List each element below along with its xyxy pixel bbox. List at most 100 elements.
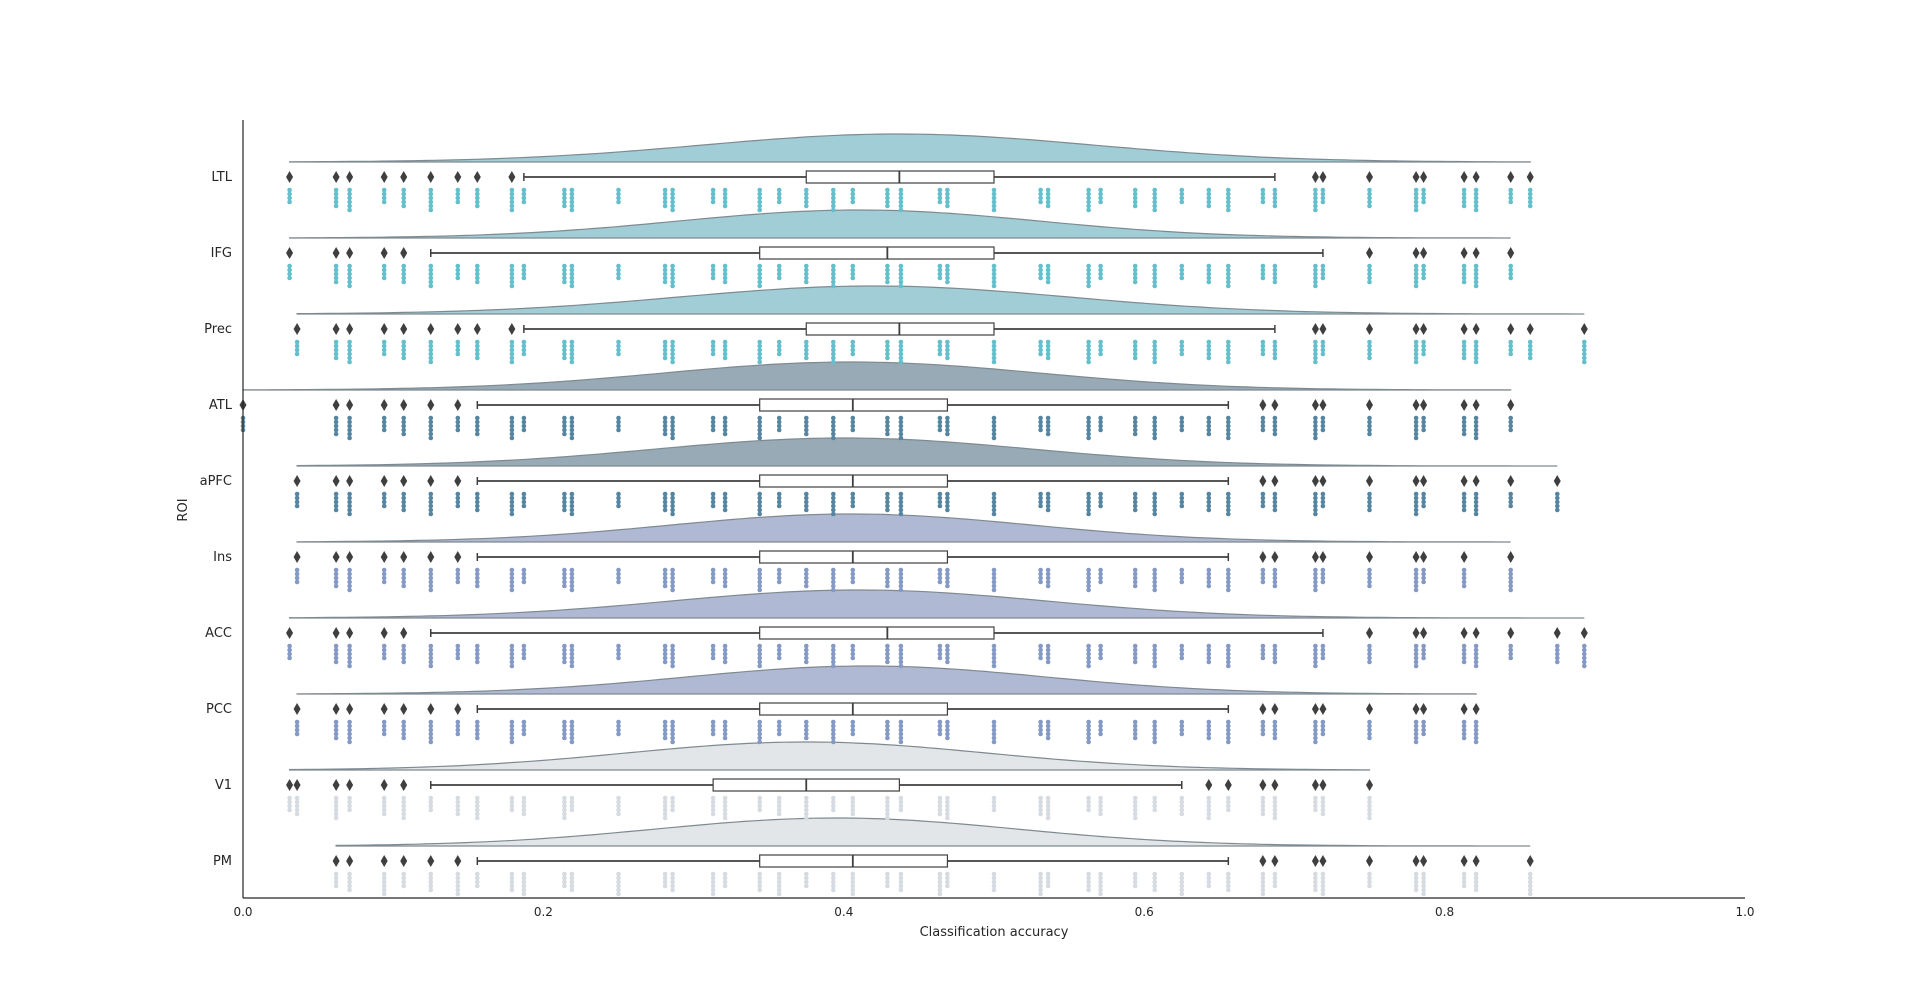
rain-point-ins: [1206, 583, 1212, 589]
rain-point-atl: [776, 427, 782, 433]
rain-point-apfc: [562, 491, 567, 497]
rain-point-acc: [1226, 659, 1231, 665]
y-axis-label: ROI: [176, 498, 191, 521]
rain-point-acc: [937, 643, 943, 649]
rain-point-ifg: [1226, 267, 1231, 273]
rain-point-pcc: [1179, 727, 1185, 733]
rain-point-prec: [1367, 347, 1372, 353]
rain-point-v1: [401, 803, 407, 809]
rain-point-apfc: [1206, 503, 1212, 509]
rain-point-pm: [1179, 871, 1185, 877]
rain-point-pcc: [1413, 723, 1419, 729]
rain-point-apfc: [1132, 495, 1138, 501]
rain-point-ltl: [1260, 191, 1266, 197]
rain-point-ins: [562, 583, 567, 589]
rain-point-v1: [569, 799, 575, 805]
rain-point-prec: [885, 351, 890, 357]
rain-point-ins: [1272, 571, 1278, 577]
rain-point-ifg: [776, 275, 782, 281]
rain-point-atl: [333, 419, 339, 425]
rain-point-v1: [722, 799, 728, 805]
rain-point-prec: [991, 343, 997, 349]
rain-point-pcc: [757, 739, 762, 745]
rain-point-ins: [1179, 567, 1185, 573]
rain-point-apfc: [294, 499, 300, 505]
rain-point-prec: [569, 339, 575, 345]
rain-point-acc: [1132, 647, 1138, 653]
rain-point-ins: [804, 575, 809, 581]
rain-point-acc: [1038, 647, 1043, 653]
rain-point-ltl: [521, 187, 527, 193]
rain-point-pcc: [1413, 731, 1419, 737]
rain-point-pm: [401, 871, 407, 877]
rain-point-ins: [1272, 567, 1278, 573]
rain-point-pcc: [991, 723, 997, 729]
rain-point-pm: [1206, 879, 1212, 885]
rain-point-prec: [1413, 351, 1419, 357]
rain-point-ifg: [562, 271, 567, 277]
rain-point-ifg: [1272, 279, 1278, 285]
rain-point-prec: [428, 351, 434, 357]
rain-point-ltl: [885, 199, 890, 205]
rain-point-acc: [1179, 643, 1185, 649]
rain-point-prec: [722, 351, 728, 357]
rain-point-ifg: [850, 275, 856, 281]
rain-point-prec: [885, 339, 890, 345]
rain-point-prec: [1508, 343, 1513, 349]
rain-point-ifg: [945, 271, 950, 277]
rain-point-ifg: [1152, 263, 1157, 269]
rain-point-atl: [347, 419, 352, 425]
rain-point-pm: [898, 883, 904, 889]
rain-point-prec: [1045, 351, 1051, 357]
rain-point-ifg: [475, 275, 480, 281]
rain-point-acc: [898, 643, 904, 649]
outlier-ifg: [332, 247, 340, 259]
rain-point-atl: [509, 419, 515, 425]
rain-point-prec: [1313, 351, 1318, 357]
rain-point-ins: [428, 587, 434, 593]
rain-point-ifg: [885, 279, 890, 285]
outlier-ltl: [454, 171, 462, 183]
rain-point-ifg: [1313, 271, 1318, 277]
rain-point-ins: [333, 571, 339, 577]
rain-point-acc: [333, 651, 339, 657]
rain-point-ins: [1413, 587, 1419, 593]
rain-point-prec: [381, 347, 387, 353]
rain-point-ltl: [1098, 195, 1103, 201]
rain-point-ins: [475, 575, 480, 581]
rain-point-apfc: [1508, 503, 1513, 509]
rain-point-apfc: [1045, 499, 1051, 505]
rain-point-ins: [1320, 571, 1326, 577]
rain-point-ins: [662, 583, 668, 589]
rain-point-ins: [1421, 579, 1426, 585]
rain-point-ifg: [991, 275, 997, 281]
rain-point-v1: [455, 803, 461, 809]
rain-point-atl: [885, 427, 890, 433]
rain-point-prec: [1367, 339, 1372, 345]
rain-point-pm: [569, 875, 575, 881]
rain-point-pcc: [381, 719, 387, 725]
rain-point-ifg: [1413, 271, 1419, 277]
rain-point-acc: [1226, 651, 1231, 657]
rain-point-ltl: [831, 187, 836, 193]
rain-point-ltl: [1367, 203, 1372, 209]
rain-point-prec: [521, 339, 527, 345]
rain-point-ltl: [945, 191, 950, 197]
rain-point-pm: [1272, 879, 1278, 885]
rain-point-ltl: [569, 195, 575, 201]
rain-point-ltl: [475, 187, 480, 193]
rain-point-ins: [1132, 575, 1138, 581]
rain-point-ifg: [616, 263, 621, 269]
rain-point-apfc: [1272, 499, 1278, 505]
rain-point-atl: [1367, 431, 1372, 437]
rain-point-ins: [670, 579, 675, 585]
rain-point-v1: [991, 799, 997, 805]
rain-point-atl: [945, 419, 950, 425]
rain-point-acc: [1508, 647, 1513, 653]
rain-point-v1: [670, 803, 675, 809]
rain-point-prec: [831, 359, 836, 365]
rain-point-pm: [1313, 883, 1318, 889]
rain-point-v1: [1086, 795, 1091, 801]
rain-point-ifg: [381, 271, 387, 277]
rain-point-ins: [1421, 567, 1426, 573]
